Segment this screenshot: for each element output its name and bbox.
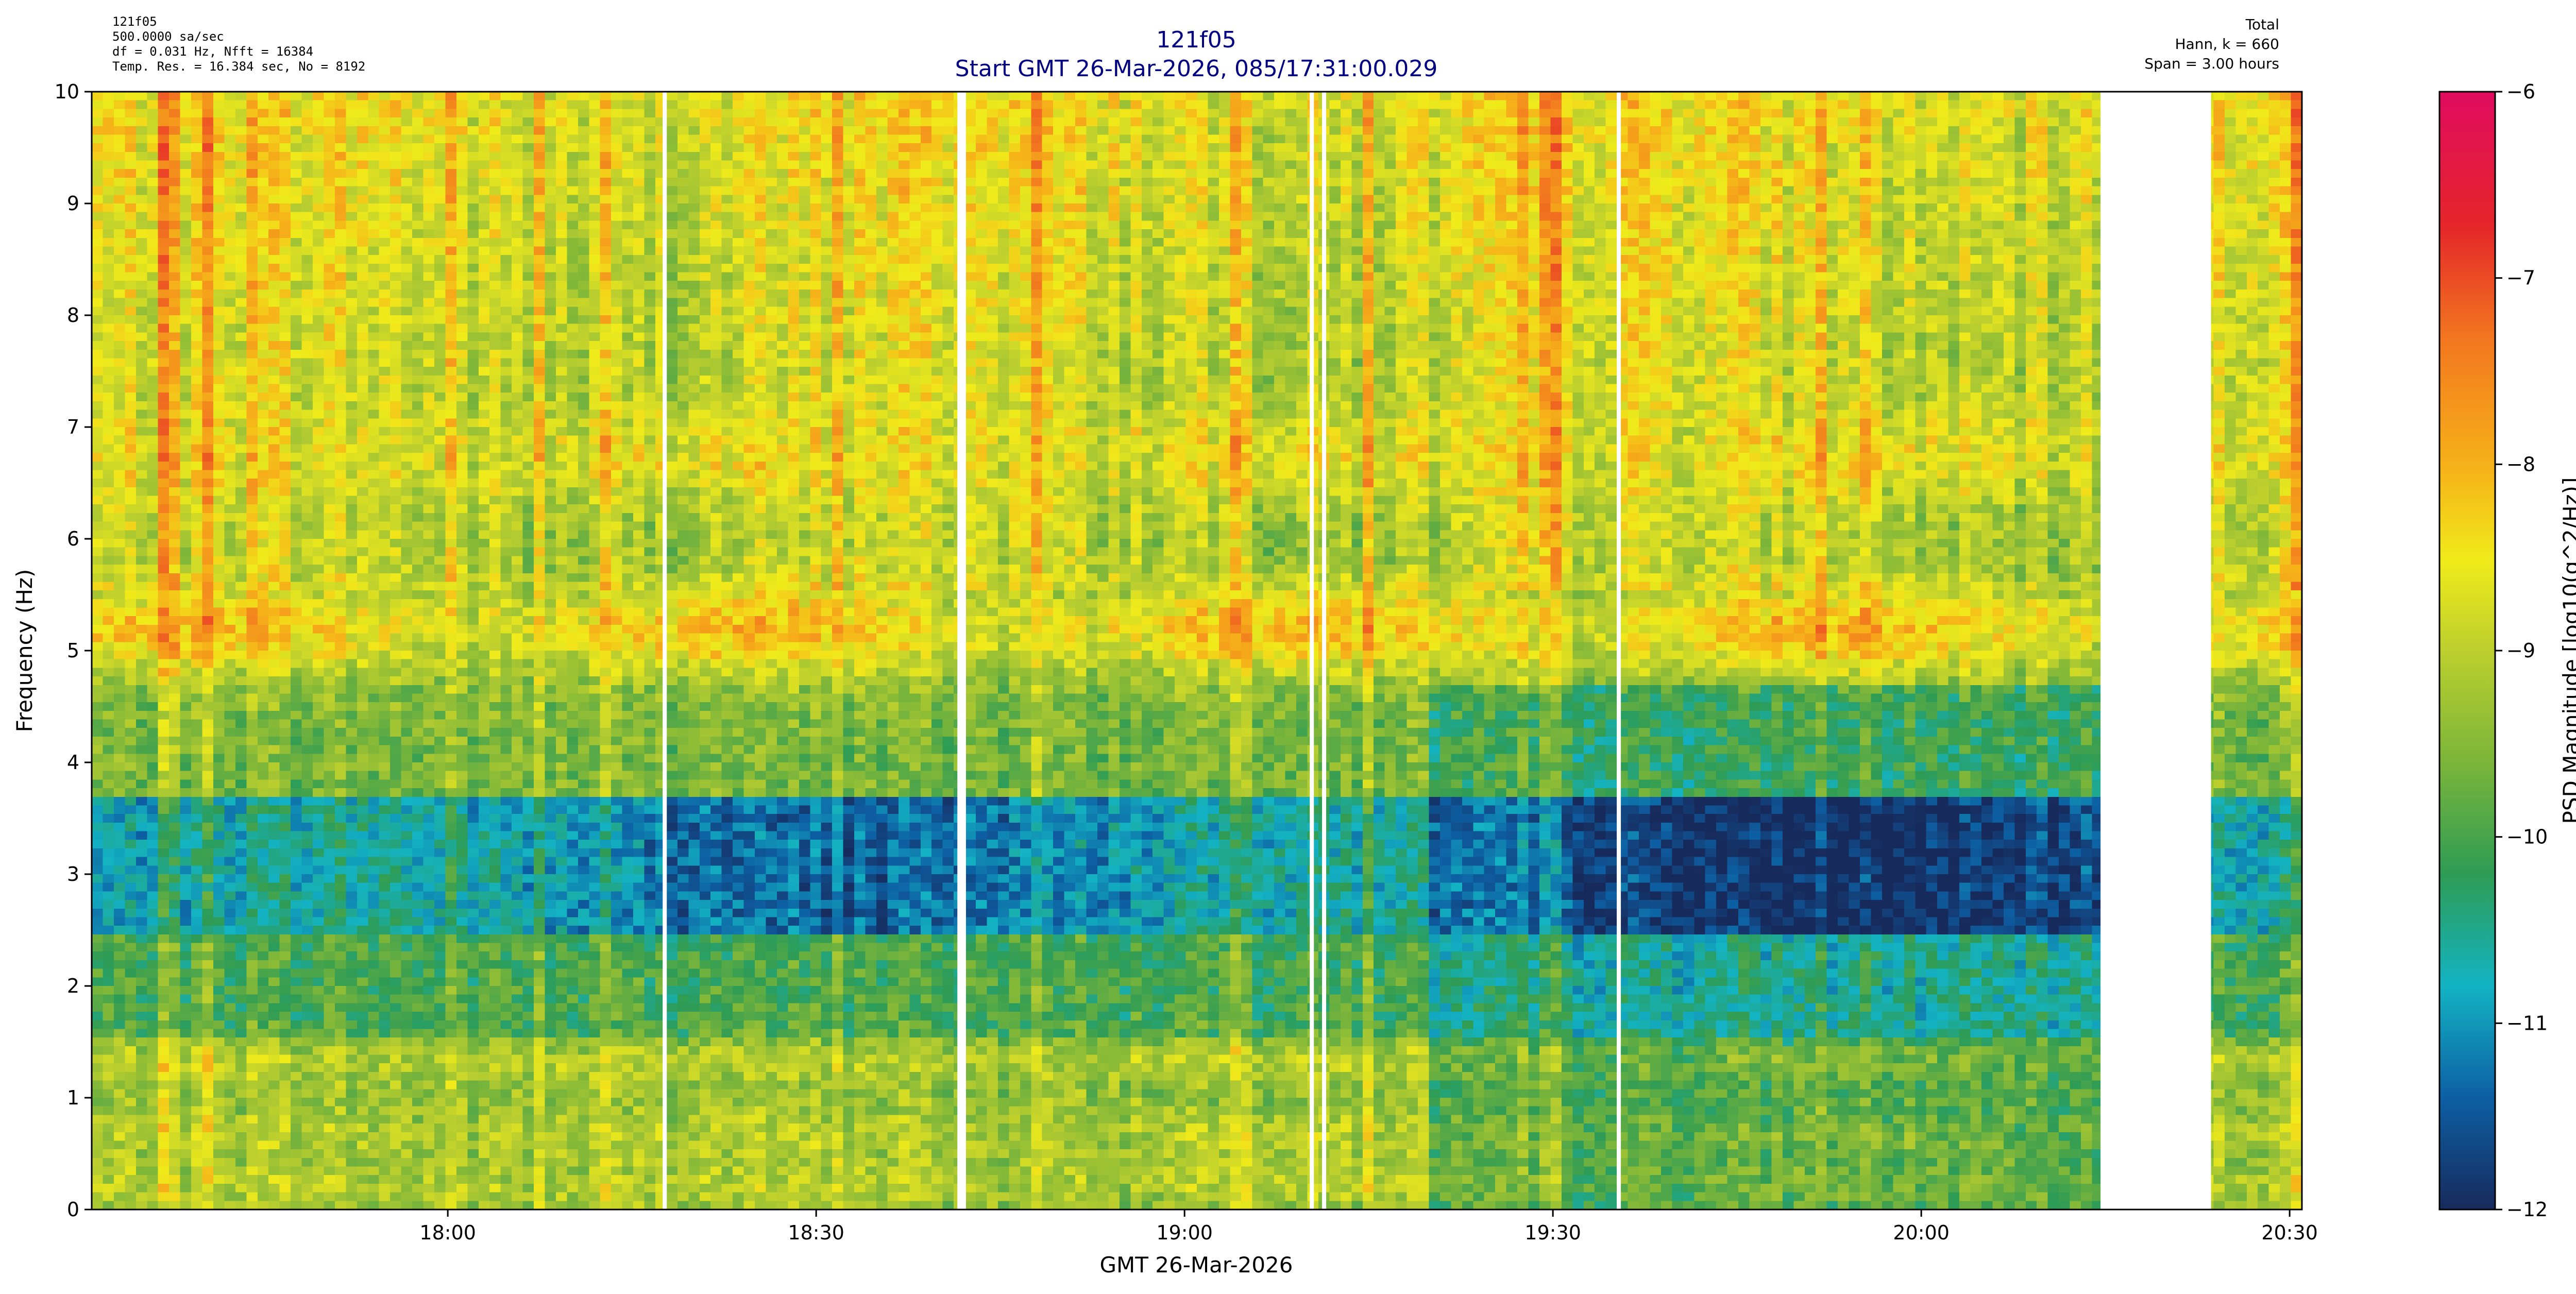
x-axis-label: GMT 26-Mar-2026 <box>1100 1252 1293 1278</box>
y-tick-label: 6 <box>67 527 79 550</box>
header-info-right: Total Hann, k = 660 Span = 3.00 hours <box>2144 16 2279 72</box>
y-tick-label: 7 <box>67 416 79 438</box>
y-tick-label: 2 <box>67 975 79 997</box>
chart-title: 121f05 <box>1156 27 1236 53</box>
y-tick-label: 9 <box>67 192 79 215</box>
x-tick-label: 19:00 <box>1156 1221 1213 1244</box>
spectrogram-heatmap <box>92 92 2302 1210</box>
data-gap <box>1617 92 1621 1210</box>
colorbar-tick-label: −6 <box>2506 80 2535 103</box>
data-gaps <box>663 92 2211 1210</box>
header-left-line-4: Temp. Res. = 16.384 sec, No = 8192 <box>112 59 365 74</box>
x-tick-label: 18:00 <box>419 1221 476 1244</box>
spectrogram-image <box>92 92 2302 1210</box>
data-gap <box>663 92 667 1210</box>
header-info-left: 121f05 500.0000 sa/sec df = 0.031 Hz, Nf… <box>112 14 365 74</box>
colorbar-tick-label: −7 <box>2506 267 2535 290</box>
colorbar-tick-label: −9 <box>2506 639 2535 662</box>
data-gap <box>1322 92 1327 1210</box>
header-right-line-1: Total <box>2245 16 2279 33</box>
chart-subtitle: Start GMT 26-Mar-2026, 085/17:31:00.029 <box>955 56 1438 82</box>
header-right-line-2: Hann, k = 660 <box>2175 36 2279 53</box>
colorbar-label: PSD Magnitude [log10(g^2/Hz)] <box>2558 478 2576 824</box>
y-axis-label: Frequency (Hz) <box>12 569 37 733</box>
y-axis: 0 1 2 3 4 5 6 7 8 9 10 <box>55 80 92 1221</box>
x-tick-label: 20:30 <box>2261 1221 2318 1244</box>
data-gap <box>957 92 966 1210</box>
y-tick-label: 1 <box>67 1086 79 1109</box>
y-tick-label: 5 <box>67 639 79 662</box>
colorbar-axis: −6 −7 −8 −9 −10 −11 −12 <box>2495 80 2548 1221</box>
header-left-line-2: 500.0000 sa/sec <box>112 29 224 44</box>
y-tick-label: 3 <box>67 863 79 886</box>
header-left-line-1: 121f05 <box>112 14 157 29</box>
x-tick-label: 19:30 <box>1524 1221 1581 1244</box>
x-tick-label: 18:30 <box>788 1221 844 1244</box>
data-gap <box>1310 92 1314 1210</box>
colorbar-tick-label: −8 <box>2506 453 2535 475</box>
colorbar-tick-label: −11 <box>2506 1012 2548 1034</box>
header-right-line-3: Span = 3.00 hours <box>2144 55 2279 72</box>
colorbar-tick-label: −12 <box>2506 1198 2548 1221</box>
spectrogram-plot-area <box>92 92 2302 1210</box>
header-left-line-3: df = 0.031 Hz, Nfft = 16384 <box>112 44 313 59</box>
colorbar-tick-label: −10 <box>2506 826 2548 848</box>
colorbar <box>2439 92 2495 1210</box>
y-tick-label: 10 <box>55 80 79 103</box>
data-gap <box>2100 92 2211 1210</box>
y-tick-label: 0 <box>67 1198 79 1221</box>
x-axis: 18:00 18:30 19:00 19:30 20:00 20:30 <box>419 1210 2318 1244</box>
y-tick-label: 8 <box>67 304 79 327</box>
y-tick-label: 4 <box>67 751 79 774</box>
x-tick-label: 20:00 <box>1893 1221 1950 1244</box>
